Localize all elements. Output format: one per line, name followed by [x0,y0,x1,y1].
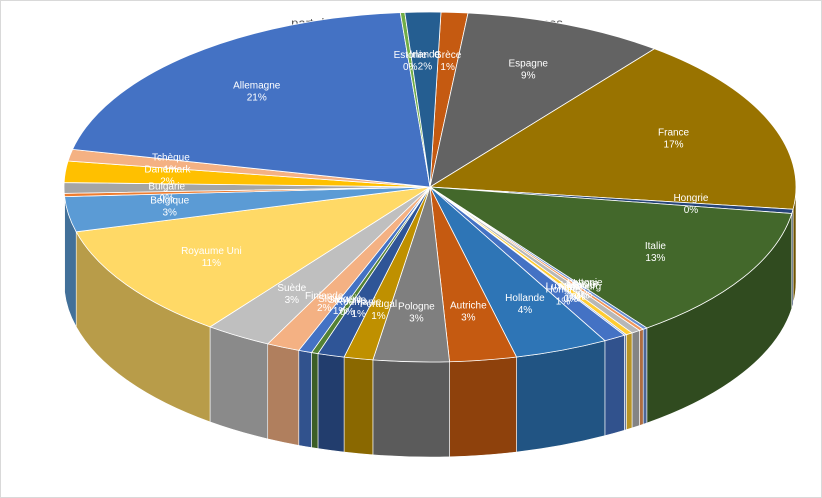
slice [429,12,656,188]
slice-label: Estonie [394,50,428,61]
slice-side [639,328,644,426]
slice-value-label: 11% [202,258,221,269]
slice-label: Hongrie [673,193,708,204]
slice-label: Irlande [410,50,441,61]
slice-label: Autriche [450,300,487,311]
slice-label: France [658,128,690,139]
slice-side [372,359,450,458]
slice-side [604,334,625,437]
slice-value-label: 2% [160,177,175,188]
slice-value-label: 21% [247,93,267,104]
slice-label: Espagne [509,59,549,70]
slice-value-label: 1% [556,296,571,307]
slice-value-label: 3% [409,313,424,324]
slice-side [311,352,319,449]
slice-side [631,330,640,429]
slice-label: Allemagne [233,81,281,92]
slice-label: Hollande [505,293,545,304]
slice-value-label: 1% [333,306,348,317]
slice-value-label: 0% [340,307,355,318]
slice-value-label: 3% [162,207,177,218]
slice-label: Slovénie [328,295,367,306]
slice-label: Royaume Uni [181,246,242,257]
slice-label: Suède [277,283,306,294]
slice-label: Tchèque [152,153,190,164]
slice-label: Grèce [434,50,462,61]
slice-value-label: 13% [645,253,665,264]
slice [404,11,442,188]
slice-side [267,343,300,446]
slice-label: Portugal [360,299,397,310]
slice-label: Slovaquie [318,294,362,305]
slice-value-label: 0% [160,193,175,204]
slice-label: Danemark [144,165,191,176]
slice-label: Finlande [305,291,344,302]
slice-side [209,326,269,440]
slice-value-label: 0% [684,205,699,216]
slice-label: Malte [558,282,583,293]
slice [71,12,431,188]
slice-label: Roumanie [336,297,382,308]
slice-label: Lettonie [567,278,603,289]
slice-label: Lituanie [561,280,596,291]
slice-value-label: 0% [563,294,578,305]
slice-side [449,356,517,458]
slice [75,186,431,328]
slice-value-label: 1% [440,62,455,73]
slice-side [516,340,606,453]
slice-value-label: 0% [566,293,581,304]
slice [428,48,797,210]
slice-value-label: 2% [418,62,433,73]
slice-label: Chypre [566,279,599,290]
slice-label: Luxembourg [546,281,602,292]
slice-label: Italie [645,241,667,252]
slice-value-label: 0% [403,62,418,73]
slice-value-label: 0% [578,290,593,301]
slice-value-label: 4% [518,305,533,316]
slice-side [343,356,374,456]
slice-side [317,353,345,453]
slice-value-label: 1% [351,309,366,320]
slice-label: Bulgarie [148,181,185,192]
slice-label: Hongrie [546,284,581,295]
slice-label: Pologne [398,301,435,312]
slice-value-label: 17% [664,140,684,151]
slice-value-label: 1% [164,165,179,176]
slice-side [642,327,648,425]
slice-side [298,350,312,448]
slice-label: Belgique [150,195,189,206]
slice-value-label: 0% [571,292,586,303]
slice [429,186,793,329]
slice-value-label: 1% [371,311,386,322]
slice-value-label: 0% [575,291,590,302]
slice-value-label: 9% [521,71,536,82]
slice-value-label: 3% [461,312,476,323]
slice-side [626,332,633,431]
slice-value-label: 3% [285,295,300,306]
slice-value-label: 2% [317,303,332,314]
